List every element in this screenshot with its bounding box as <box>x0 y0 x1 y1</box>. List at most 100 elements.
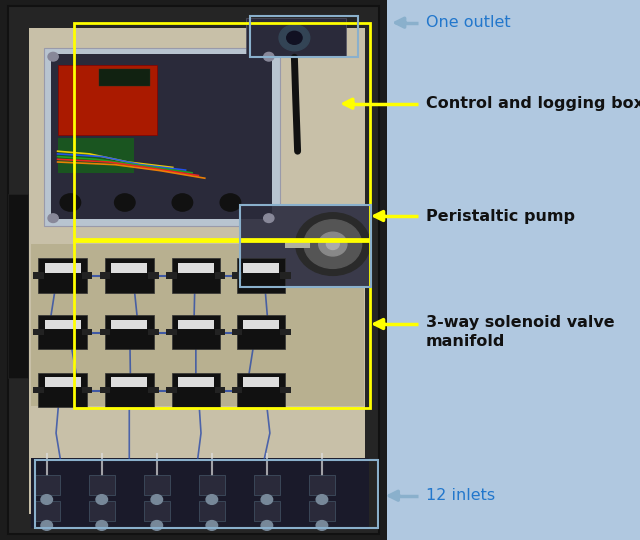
Circle shape <box>96 521 108 530</box>
Bar <box>240 205 371 287</box>
Bar <box>89 475 115 495</box>
Bar <box>89 501 115 521</box>
Bar <box>237 373 285 407</box>
Bar <box>178 263 214 273</box>
Bar <box>44 48 280 226</box>
Bar <box>178 320 214 329</box>
Text: Control and logging box: Control and logging box <box>426 96 640 111</box>
Bar <box>172 315 220 349</box>
Bar <box>45 263 81 273</box>
Bar <box>35 460 378 528</box>
Circle shape <box>151 521 163 530</box>
Bar <box>246 18 346 57</box>
Bar <box>250 16 358 57</box>
Bar <box>111 263 147 273</box>
Bar <box>58 65 157 135</box>
Bar <box>38 258 87 293</box>
Bar <box>240 205 371 287</box>
Bar <box>172 373 220 407</box>
Bar <box>148 272 159 279</box>
Text: 12 inlets: 12 inlets <box>426 488 495 503</box>
Bar <box>38 315 87 349</box>
Bar <box>38 373 87 407</box>
Circle shape <box>172 194 193 211</box>
Bar <box>34 475 60 495</box>
Circle shape <box>151 495 163 504</box>
Bar <box>243 263 279 273</box>
Circle shape <box>304 220 362 268</box>
Circle shape <box>279 25 310 51</box>
Bar <box>31 458 369 528</box>
Bar <box>100 387 110 393</box>
Bar <box>58 138 134 173</box>
Bar <box>144 501 170 521</box>
Bar <box>144 475 170 495</box>
Text: Peristaltic pump: Peristaltic pump <box>426 208 575 224</box>
Bar <box>243 320 279 329</box>
Bar <box>82 387 92 393</box>
Circle shape <box>41 495 52 504</box>
Bar <box>148 387 159 393</box>
Text: One outlet: One outlet <box>426 15 510 30</box>
Circle shape <box>41 521 52 530</box>
Bar <box>309 501 335 521</box>
Bar <box>45 377 81 387</box>
Bar <box>8 6 379 534</box>
Bar <box>148 329 159 335</box>
Bar <box>111 320 147 329</box>
Text: 3-way solenoid valve
manifold: 3-way solenoid valve manifold <box>426 315 614 349</box>
Bar <box>105 373 154 407</box>
Circle shape <box>96 495 108 504</box>
Bar <box>199 475 225 495</box>
Bar <box>232 329 242 335</box>
Bar <box>33 329 44 335</box>
Circle shape <box>220 194 241 211</box>
Bar <box>285 240 310 248</box>
Circle shape <box>261 495 273 504</box>
Bar <box>243 377 279 387</box>
Bar <box>215 387 225 393</box>
Bar <box>254 475 280 495</box>
Bar <box>8 194 28 378</box>
Bar <box>254 501 280 521</box>
Circle shape <box>316 521 328 530</box>
Bar <box>237 315 285 349</box>
Bar <box>280 329 291 335</box>
Bar <box>199 501 225 521</box>
Circle shape <box>319 232 347 256</box>
Bar <box>105 258 154 293</box>
Bar <box>33 387 44 393</box>
Circle shape <box>326 239 339 249</box>
Bar <box>232 387 242 393</box>
Bar <box>172 258 220 293</box>
Bar <box>178 377 214 387</box>
Bar <box>215 272 225 279</box>
Bar <box>45 320 81 329</box>
Circle shape <box>48 52 58 61</box>
Bar <box>34 501 60 521</box>
Bar <box>29 28 365 514</box>
Bar <box>280 387 291 393</box>
Bar <box>82 272 92 279</box>
Bar <box>105 315 154 349</box>
Bar <box>74 239 370 408</box>
Bar <box>280 272 291 279</box>
Bar <box>237 258 285 293</box>
Circle shape <box>296 213 370 275</box>
Bar <box>232 272 242 279</box>
Bar <box>100 329 110 335</box>
Circle shape <box>264 52 274 61</box>
Bar <box>166 272 177 279</box>
Bar <box>99 69 150 86</box>
Bar <box>51 54 272 219</box>
Circle shape <box>287 31 302 44</box>
Bar <box>100 272 110 279</box>
Bar <box>33 272 44 279</box>
Bar <box>82 329 92 335</box>
Bar <box>215 329 225 335</box>
Bar <box>309 475 335 495</box>
Bar <box>166 387 177 393</box>
Circle shape <box>206 521 218 530</box>
Circle shape <box>264 214 274 222</box>
Bar <box>166 329 177 335</box>
